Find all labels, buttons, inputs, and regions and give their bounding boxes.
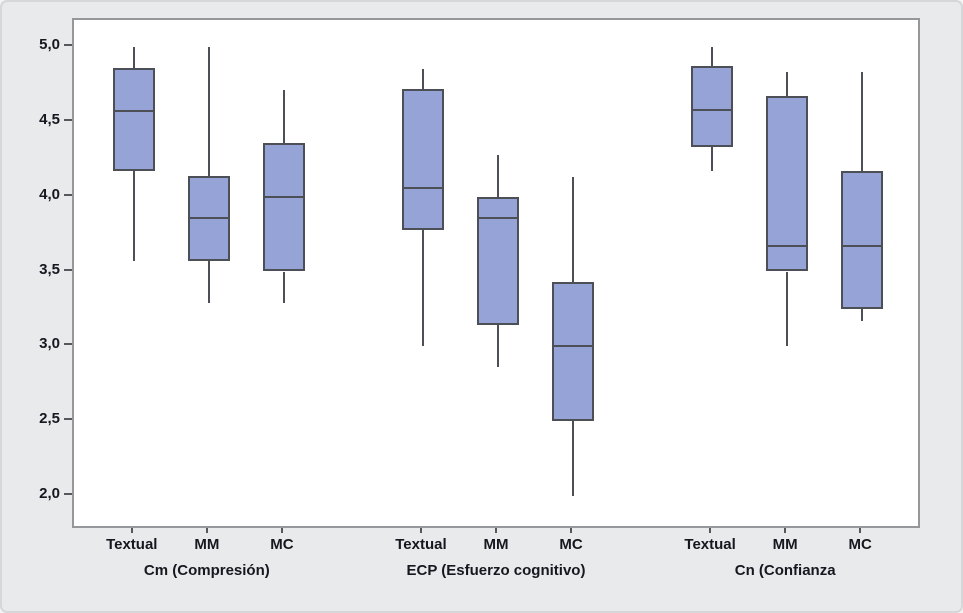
median-line	[552, 345, 595, 348]
box-category-label: Textual	[684, 536, 736, 553]
y-axis-tick-label: 5,0	[39, 36, 60, 53]
y-axis-tick-label: 3,5	[39, 260, 60, 278]
box-category-label: MC	[559, 536, 583, 553]
y-axis-tick	[64, 118, 72, 121]
x-axis-tick	[419, 528, 422, 533]
x-axis-tick	[205, 528, 208, 533]
upper-whisker	[497, 154, 499, 197]
lower-whisker	[421, 229, 424, 347]
upper-whisker	[786, 72, 789, 97]
lower-whisker	[711, 147, 714, 172]
median-line	[401, 186, 444, 189]
lower-whisker	[207, 261, 210, 303]
group-label: Cn (Confianza	[734, 562, 836, 579]
median-line	[766, 245, 809, 248]
group-label: ECP (Esfuerzo cognitivo)	[406, 562, 586, 579]
iqr-box	[766, 96, 809, 272]
x-axis-tick	[784, 528, 787, 533]
iqr-box	[691, 66, 734, 148]
lower-whisker	[282, 271, 285, 303]
x-axis-tick	[709, 528, 712, 533]
y-axis-tick	[64, 193, 72, 196]
upper-whisker	[861, 72, 864, 172]
iqr-box	[262, 142, 305, 272]
y-axis-tick-label: 2,5	[39, 410, 60, 428]
median-line	[477, 216, 519, 219]
y-axis-tick-label: 4,5	[39, 110, 60, 128]
lower-whisker	[132, 171, 135, 262]
iqr-box	[401, 88, 444, 230]
y-axis-tick	[64, 418, 72, 421]
upper-whisker	[282, 90, 285, 143]
median-line	[691, 108, 734, 111]
box-category-label: MC	[270, 536, 294, 553]
y-axis-tick-label: 4,0	[39, 185, 60, 203]
median-line	[112, 110, 155, 113]
box-category-label: Textual	[395, 536, 447, 553]
lower-whisker	[497, 325, 499, 368]
upper-whisker	[711, 47, 714, 67]
x-axis-tick	[280, 528, 283, 533]
box-category-label: MM	[194, 536, 220, 553]
plot-area	[72, 18, 920, 528]
box-category-label: MM	[483, 536, 509, 553]
y-axis-tick	[64, 268, 72, 271]
lower-whisker	[572, 421, 575, 496]
upper-whisker	[572, 177, 575, 282]
y-axis-tick-label: 3,0	[39, 335, 60, 353]
upper-whisker	[421, 69, 424, 89]
iqr-box	[552, 281, 595, 422]
box-category-label: Textual	[106, 536, 158, 553]
group-label: Cm (Compresión)	[143, 562, 270, 579]
y-axis-tick	[64, 343, 72, 346]
x-axis-tick	[130, 528, 133, 533]
upper-whisker	[207, 47, 210, 176]
lower-whisker	[786, 271, 789, 347]
median-line	[187, 216, 230, 219]
y-axis-tick-label: 2,0	[39, 485, 60, 502]
median-line	[841, 245, 884, 248]
x-axis-tick	[859, 528, 862, 533]
y-axis-tick	[64, 493, 72, 495]
upper-whisker	[132, 47, 135, 68]
iqr-box	[112, 67, 155, 172]
x-axis-tick	[495, 528, 497, 533]
box-category-label: MC	[848, 536, 872, 553]
lower-whisker	[861, 308, 864, 321]
median-line	[262, 195, 305, 198]
x-axis-tick	[570, 528, 573, 533]
y-axis-tick	[64, 44, 72, 46]
iqr-box	[841, 171, 884, 309]
box-category-label: MM	[772, 536, 798, 553]
